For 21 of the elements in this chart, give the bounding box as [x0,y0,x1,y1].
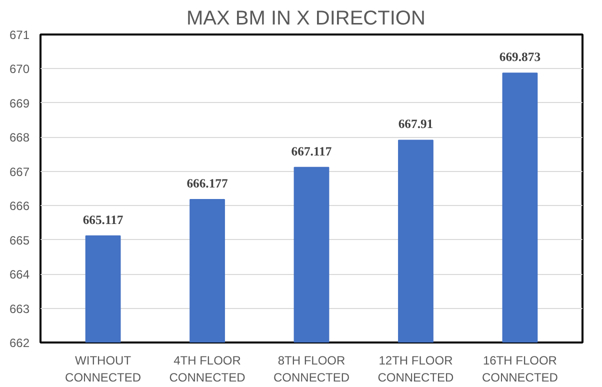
data-label: 665.117 [82,212,124,227]
y-tick-label: 662 [9,336,30,350]
x-tick-label: 16TH FLOOR CONNECTED [482,354,558,384]
data-label: 667.117 [291,144,332,158]
y-tick-label: 671 [9,28,30,42]
y-tick-label: 666 [9,199,30,214]
x-tick-label: 12TH FLOOR CONNECTED [378,354,454,384]
y-tick-label: 663 [9,302,30,316]
y-tick-label: 670 [9,62,30,76]
x-tick-label: 8TH FLOOR CONNECTED [274,354,350,384]
y-tick-label: 667 [9,164,30,179]
y-tick-label: 669 [9,96,30,110]
chart-title: MAX BM IN X DIRECTION [186,8,426,30]
x-tick-label: WITHOUT CONNECTED [65,354,142,384]
y-tick-label: 664 [9,268,30,282]
y-tick-label: 665 [9,233,30,248]
data-label: 666.177 [186,176,229,191]
y-tick-label: 668 [9,130,30,145]
x-tick-label: 4TH FLOOR CONNECTED [169,354,246,384]
data-label: 669.873 [499,50,541,64]
data-label: 667.91 [398,117,434,132]
